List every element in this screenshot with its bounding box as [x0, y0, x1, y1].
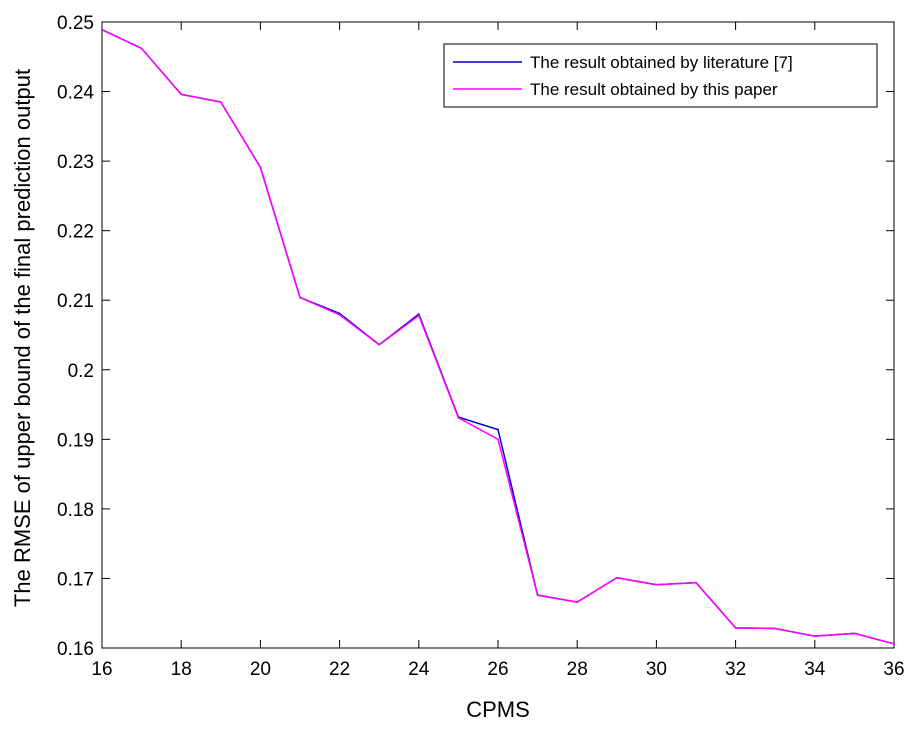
x-tick-label: 22 — [329, 659, 350, 680]
x-tick-label: 34 — [804, 659, 826, 680]
data-point-1 — [378, 343, 381, 346]
y-tick-label: 0.2 — [68, 361, 94, 382]
data-point-1 — [140, 47, 143, 50]
data-point-1 — [813, 635, 816, 638]
data-point-1 — [219, 101, 222, 103]
data-point-1 — [615, 576, 618, 579]
data-point-1 — [497, 438, 499, 441]
x-tick-label: 32 — [725, 659, 746, 680]
y-tick-label: 0.24 — [57, 83, 94, 104]
y-tick-label: 0.19 — [57, 430, 94, 451]
data-point-1 — [299, 296, 301, 299]
x-tick-label: 30 — [646, 659, 667, 680]
data-point-0 — [417, 313, 420, 316]
y-tick-label: 0.21 — [57, 291, 94, 312]
x-tick-label: 24 — [408, 659, 430, 680]
x-axis: 16 18 20 22 24 26 28 30 32 34 36 — [91, 22, 905, 680]
y-tick-label: 0.23 — [57, 152, 94, 173]
data-point-1 — [180, 93, 183, 96]
legend-box — [443, 43, 878, 108]
data-point-1 — [893, 642, 895, 645]
legend-entry-this-paper: The result obtained by this paper — [530, 80, 778, 99]
x-tick-label: 26 — [487, 659, 508, 680]
y-axis: 0.16 0.17 0.18 0.19 0.2 0.21 0.22 0.23 0.24 0.25 — [57, 13, 894, 660]
plot-area — [101, 21, 895, 649]
x-tick-label: 28 — [567, 659, 588, 680]
data-point-1 — [655, 583, 658, 586]
plot-frame — [101, 21, 895, 649]
data-point-1 — [734, 626, 737, 629]
data-point-1 — [774, 627, 777, 630]
x-tick-label: 20 — [250, 659, 271, 680]
legend: The result obtained by literature [7] Th… — [443, 43, 878, 108]
y-tick-label: 0.18 — [57, 500, 94, 521]
x-tick-label: 18 — [171, 659, 192, 680]
data-point-1 — [853, 632, 856, 635]
legend-entry-literature: The result obtained by literature [7] — [530, 53, 793, 72]
y-axis-label: The RMSE of upper bound of the final pre… — [10, 69, 35, 607]
data-point-1 — [259, 166, 262, 169]
x-tick-label: 16 — [91, 659, 112, 680]
y-tick-label: 0.17 — [57, 569, 94, 590]
data-point-1 — [695, 581, 697, 584]
x-axis-label: CPMS — [466, 697, 530, 722]
data-point-1 — [417, 314, 420, 317]
data-point-1 — [101, 28, 103, 31]
y-tick-label: 0.25 — [57, 13, 94, 34]
data-point-1 — [576, 601, 579, 603]
x-tick-label: 36 — [883, 659, 904, 680]
y-tick-label: 0.22 — [57, 222, 94, 243]
data-point-1 — [338, 313, 341, 316]
series-layer — [101, 28, 895, 645]
data-point-0 — [497, 428, 499, 431]
data-point-1 — [457, 416, 460, 419]
y-tick-label: 0.16 — [57, 639, 94, 660]
data-point-1 — [536, 594, 539, 597]
